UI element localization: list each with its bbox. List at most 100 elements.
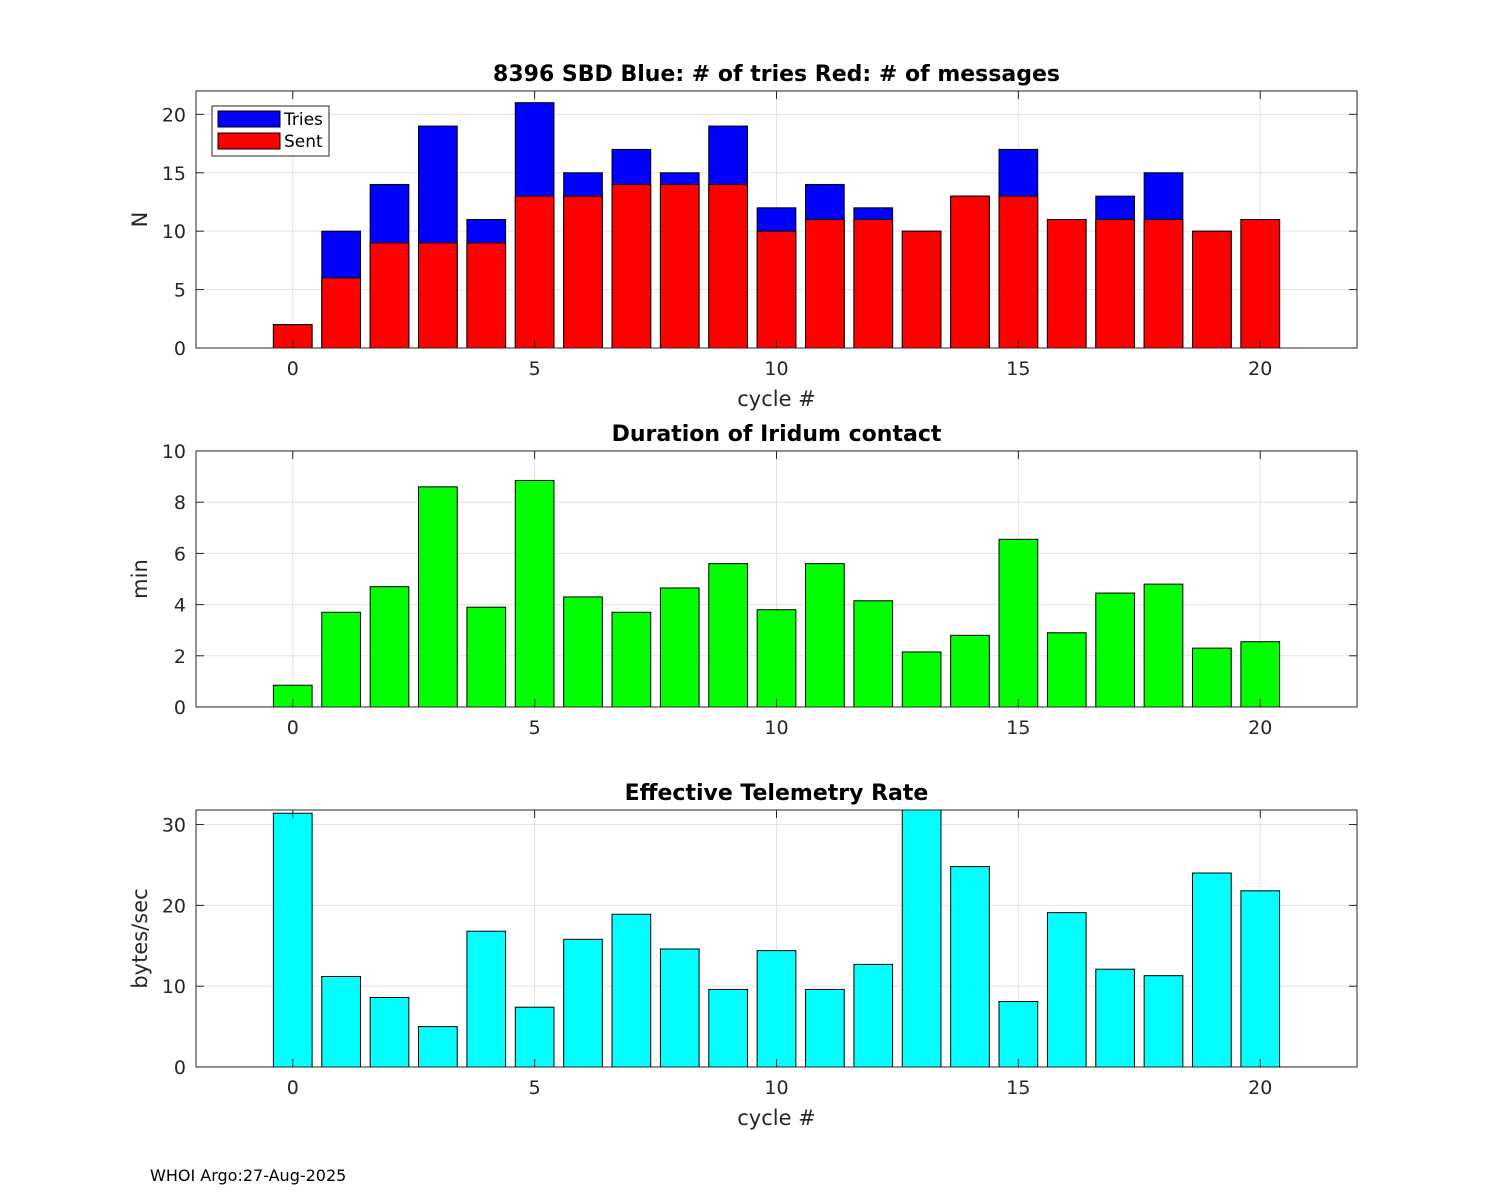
- rate-xtick-label: 10: [764, 1077, 788, 1099]
- duration-bar-duration-1: [321, 611, 361, 708]
- rate-ytick-label: 10: [162, 976, 186, 998]
- rate-bar-rate-13: [901, 809, 942, 1068]
- sbd-bar-sent-15: [998, 195, 1039, 349]
- rate-bar-rate-1: [321, 975, 361, 1068]
- sbd-bar-sent-4: [466, 242, 507, 349]
- duration-bar-duration-10: [756, 609, 797, 708]
- rate-bar-rate-7: [611, 913, 652, 1068]
- duration-ytick-label: 0: [174, 697, 186, 719]
- rate-xtick-label: 5: [529, 1077, 541, 1099]
- rate-bar-rate-3: [418, 1026, 458, 1068]
- sbd-ytick-label: 0: [174, 338, 186, 360]
- duration-title: Duration of Iridum contact: [612, 422, 942, 447]
- rate-xtick-label: 20: [1248, 1077, 1272, 1099]
- duration-bar-duration-11: [805, 563, 845, 708]
- rate-bar-rate-15: [998, 1001, 1039, 1068]
- rate-bar-rate-14: [950, 866, 990, 1068]
- sbd-bar-sent-6: [563, 195, 603, 349]
- legend-label-sent: Sent: [284, 132, 323, 152]
- sbd-bar-sent-18: [1143, 219, 1184, 349]
- duration-xtick-label: 15: [1006, 717, 1030, 739]
- duration-ytick-label: 10: [162, 441, 186, 463]
- duration-bar-duration-17: [1095, 592, 1135, 708]
- duration-bar-duration-13: [901, 651, 942, 708]
- duration-ylabel: min: [128, 559, 152, 599]
- sbd-bar-sent-19: [1192, 230, 1232, 349]
- rate-bar-rate-5: [514, 1006, 555, 1068]
- sbd-xtick-label: 0: [287, 358, 299, 380]
- rate-xlabel: cycle #: [737, 1106, 816, 1130]
- rate-bar-rate-9: [708, 988, 748, 1068]
- rate-xtick-label: 0: [287, 1077, 299, 1099]
- rate-bar-rate-11: [805, 988, 845, 1068]
- rate-bar-rate-0: [272, 812, 313, 1068]
- rate-bar-rate-12: [853, 963, 894, 1068]
- duration-ytick-label: 6: [174, 543, 186, 565]
- rate-bar-rate-17: [1095, 968, 1135, 1068]
- sbd-xlabel: cycle #: [737, 387, 816, 411]
- rate-bar-rate-18: [1143, 975, 1184, 1068]
- duration-bar-duration-15: [998, 538, 1039, 708]
- duration-bar-duration-8: [659, 587, 700, 708]
- rate-xtick-label: 15: [1006, 1077, 1030, 1099]
- duration-bar-duration-18: [1143, 583, 1184, 708]
- sbd-bar-sent-1: [321, 277, 361, 349]
- sbd-bar-sent-5: [514, 195, 555, 349]
- sbd-bar-sent-16: [1046, 219, 1087, 349]
- rate-ylabel: bytes/sec: [128, 888, 152, 988]
- sbd-bar-sent-7: [611, 183, 652, 349]
- duration-bar-duration-7: [611, 611, 652, 708]
- rate-ytick-label: 20: [162, 895, 186, 917]
- rate-bar-rate-19: [1192, 872, 1232, 1068]
- sbd-bar-sent-11: [805, 219, 845, 349]
- duration-bar-duration-16: [1046, 632, 1087, 708]
- sbd-ytick-label: 10: [162, 221, 186, 243]
- sbd-bar-sent-8: [659, 183, 700, 349]
- rate-bar-rate-2: [369, 996, 410, 1068]
- sbd-bar-sent-20: [1240, 219, 1281, 349]
- duration-bar-duration-2: [369, 586, 410, 708]
- duration-panel: 0 5 10 15 20 0 2 4 6 8 10 Duration of Iridum contac…: [128, 422, 1358, 739]
- duration-bar-duration-19: [1192, 647, 1232, 708]
- rate-ytick-label: 0: [174, 1057, 186, 1079]
- duration-bar-duration-3: [418, 486, 458, 708]
- duration-bar-duration-6: [563, 596, 603, 708]
- sbd-xtick-label: 10: [764, 358, 788, 380]
- duration-bar-duration-9: [708, 563, 748, 708]
- rate-ytick-label: 30: [162, 815, 186, 837]
- legend-swatch-tries: [217, 110, 281, 128]
- duration-xtick-label: 5: [529, 717, 541, 739]
- rate-bar-rate-20: [1240, 890, 1281, 1068]
- sbd-bar-sent-14: [950, 195, 990, 349]
- duration-xtick-label: 20: [1248, 717, 1272, 739]
- duration-bar-duration-20: [1240, 641, 1281, 708]
- rate-bar-rate-8: [659, 948, 700, 1068]
- rate-bar-rate-16: [1046, 912, 1087, 1068]
- duration-ytick-label: 8: [174, 492, 186, 514]
- duration-bar-duration-14: [950, 634, 990, 708]
- rate-bar-rate-10: [756, 950, 797, 1068]
- sbd-bar-sent-13: [901, 230, 942, 349]
- duration-ytick-label: 2: [174, 646, 186, 668]
- rate-bar-rate-6: [563, 938, 603, 1068]
- sbd-panel: 0 5 10 15 20 0 5 10 15 20 8396 SBD Blue: # of trie…: [128, 62, 1358, 411]
- sbd-xtick-label: 5: [529, 358, 541, 380]
- sbd-xtick-label: 20: [1248, 358, 1272, 380]
- rate-title: Effective Telemetry Rate: [625, 781, 929, 806]
- legend-label-tries: Tries: [283, 110, 323, 130]
- sbd-bar-sent-12: [853, 219, 894, 349]
- duration-bar-duration-12: [853, 600, 894, 708]
- sbd-ytick-label: 15: [162, 163, 186, 185]
- duration-xtick-label: 0: [287, 717, 299, 739]
- footer-credit: WHOI Argo:27-Aug-2025: [150, 1166, 347, 1185]
- sbd-xtick-label: 15: [1006, 358, 1030, 380]
- rate-bar-rate-4: [466, 930, 507, 1068]
- sbd-bar-sent-2: [369, 242, 410, 349]
- duration-bar-duration-4: [466, 606, 507, 708]
- duration-bar-duration-5: [514, 479, 555, 708]
- legend-swatch-sent: [217, 132, 281, 150]
- sbd-bar-sent-17: [1095, 219, 1135, 349]
- rate-panel: 0 5 10 15 20 0 10 20 30 Effective Telemetry Rate c…: [128, 781, 1358, 1130]
